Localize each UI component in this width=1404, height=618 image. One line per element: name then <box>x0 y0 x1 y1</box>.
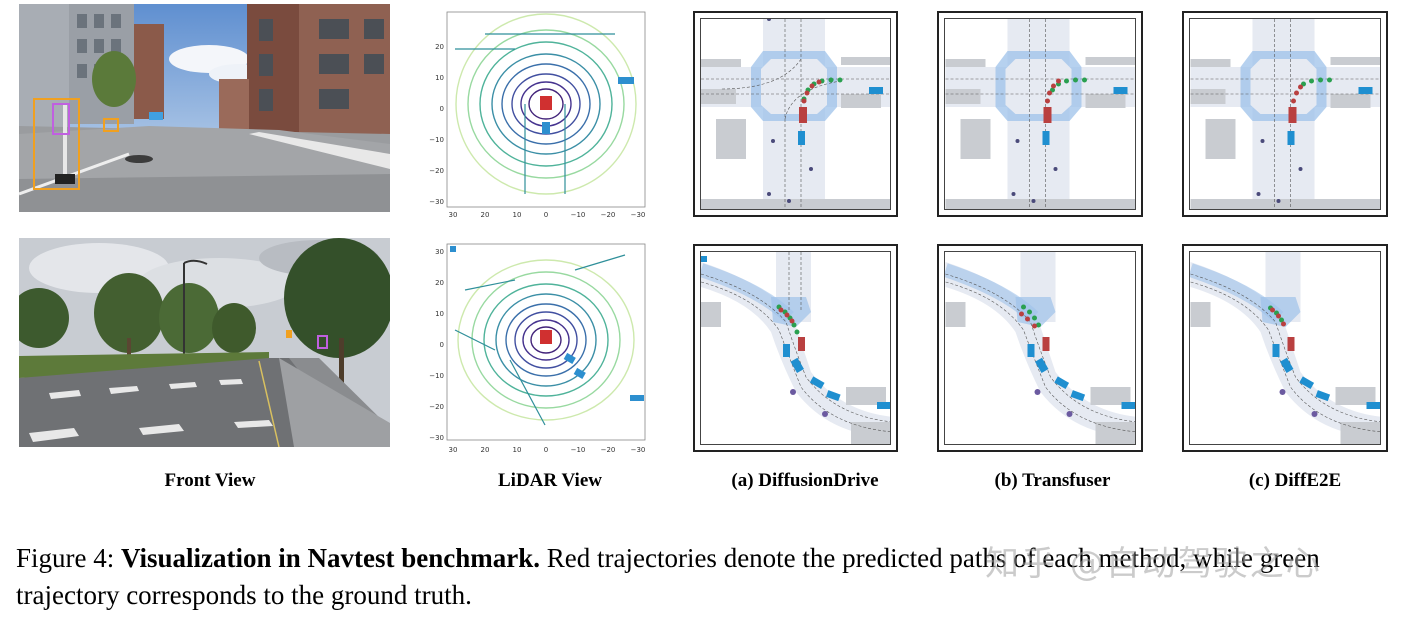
lidar2-ytick: 20 <box>435 279 444 287</box>
lidar-view-plot-1: 20 10 0 −10 −20 −30 30 20 10 0 −10 −20 −… <box>425 4 655 219</box>
lidar1-xtick: −30 <box>631 211 646 219</box>
predicted-trajectory <box>799 79 822 123</box>
lidar2-xtick: −30 <box>631 446 646 454</box>
lidar1-xtick: 0 <box>544 211 548 219</box>
front-view-image-1 <box>19 4 390 212</box>
lidar1-ytick: 20 <box>435 43 444 51</box>
lidar1-xtick: −10 <box>571 211 586 219</box>
lidar2-xtick: 30 <box>449 446 458 454</box>
lidar2-xtick: −10 <box>571 446 586 454</box>
bev-transfuser-2 <box>937 244 1143 452</box>
caption-title: Visualization in Navtest benchmark. <box>121 543 541 573</box>
bev-diffusiondrive-1 <box>693 11 898 217</box>
bev-diffe2e-1 <box>1182 11 1388 217</box>
lidar2-ytick: 0 <box>440 341 444 349</box>
front-view-image-2 <box>19 238 390 447</box>
lidar1-ytick: 10 <box>435 74 444 82</box>
lidar2-xtick: 0 <box>544 446 548 454</box>
bev-diffe2e-2 <box>1182 244 1388 452</box>
label-transfuser: (b) Transfuser <box>994 470 1111 491</box>
lidar-view-plot-2: 30 20 10 0 −10 −20 −30 30 20 10 0 −10 −2… <box>425 240 655 455</box>
lidar1-ytick: −20 <box>429 167 444 175</box>
lidar1-ytick: −10 <box>429 136 444 144</box>
lidar2-xtick: −20 <box>601 446 616 454</box>
figure-caption: Figure 4: Visualization in Navtest bench… <box>16 540 1396 614</box>
lidar2-ytick: −20 <box>429 403 444 411</box>
lidar1-ytick: −30 <box>429 198 444 206</box>
figure-number: Figure 4: <box>16 543 115 573</box>
watermark: 知乎 @自动驾驶之心 <box>985 544 1322 584</box>
lidar1-ytick: 0 <box>440 105 444 113</box>
lidar2-xtick: 10 <box>513 446 522 454</box>
lidar2-ytick: −30 <box>429 434 444 442</box>
caption-body: Red trajectories denote the predicted pa… <box>16 543 1320 610</box>
lidar2-ytick: 10 <box>435 310 444 318</box>
label-diffe2e: (c) DiffE2E <box>1248 470 1342 491</box>
lidar1-xtick: 30 <box>449 211 458 219</box>
lidar1-xtick: −20 <box>601 211 616 219</box>
label-lidar-view: LiDAR View <box>498 470 602 491</box>
bev-transfuser-1 <box>937 11 1143 217</box>
lidar2-ytick: 30 <box>435 248 444 256</box>
lidar1-xtick: 20 <box>481 211 490 219</box>
lidar2-xtick: 20 <box>481 446 490 454</box>
label-diffusiondrive: (a) DiffusionDrive <box>731 470 879 491</box>
lidar1-xtick: 10 <box>513 211 522 219</box>
bev-diffusiondrive-2 <box>693 244 898 452</box>
lidar2-ytick: −10 <box>429 372 444 380</box>
label-front-view: Front View <box>164 470 256 491</box>
